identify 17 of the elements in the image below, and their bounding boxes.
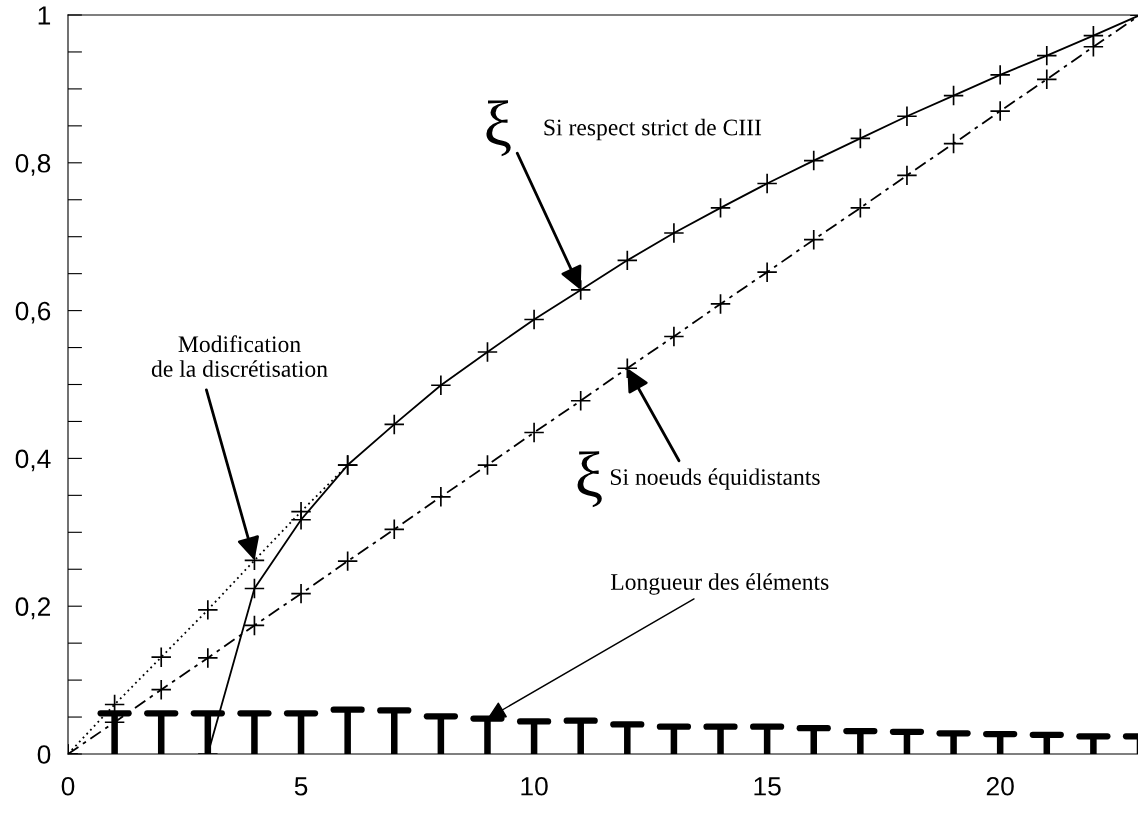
y-tick-label: 0,4 [15,449,51,472]
annotation: ξ [577,451,602,508]
x-tick-label: 0 [61,776,75,796]
annotation: Si respect strict de CIII [544,118,762,141]
y-tick-label: 0,6 [15,301,51,324]
annotation: Si noeuds équidistants [610,468,820,490]
x-tick-label: 5 [294,777,308,796]
y-tick-label: 0,2 [15,597,51,620]
y-tick-label: 0,8 [15,153,51,176]
annotation: ξ [486,100,511,157]
annotation: Longueur des éléments [610,573,829,595]
x-tick-label: 20 [986,776,1014,796]
x-tick-label: 15 [754,777,781,796]
y-tick-label: 0 [37,745,51,764]
y-tick-label: 1 [38,6,51,25]
annotation: Modification de la discrétisation [151,335,328,377]
x-tick-label: 10 [521,776,548,796]
